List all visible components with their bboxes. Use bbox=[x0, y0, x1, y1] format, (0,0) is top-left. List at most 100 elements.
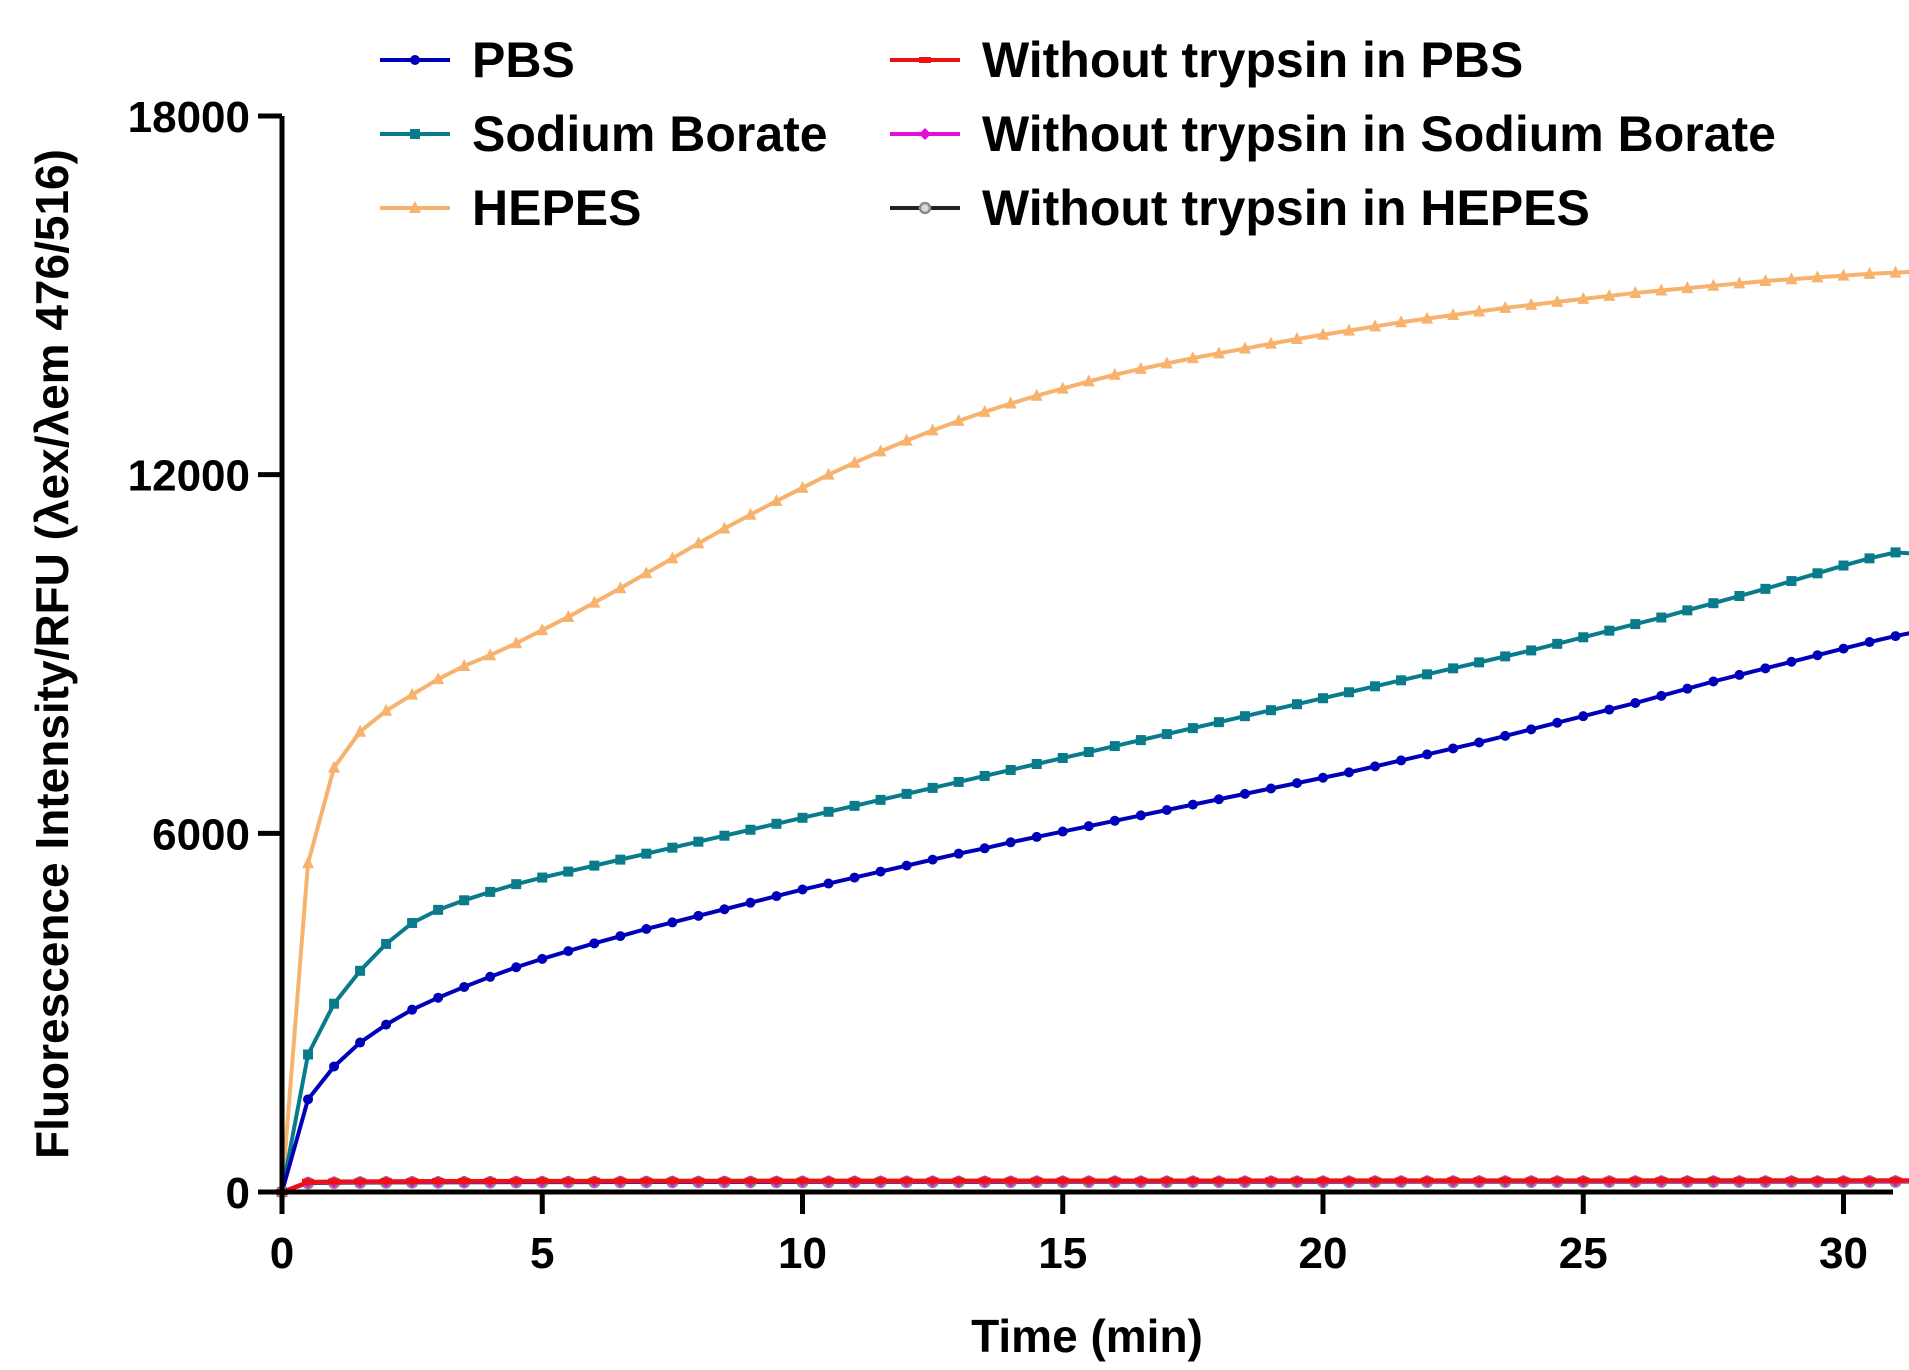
data-point-hepes bbox=[1369, 319, 1382, 332]
data-point-sodium-borate bbox=[1344, 687, 1355, 698]
data-point-sodium-borate bbox=[1057, 753, 1068, 764]
data-point-hepes bbox=[1160, 356, 1173, 369]
data-point-hepes bbox=[848, 455, 861, 468]
legend-item-without-trypsin-in-pbs: Without trypsin in PBS bbox=[890, 32, 1523, 88]
data-point-without-trypsin-in-pbs bbox=[848, 1177, 861, 1184]
data-point-pbs bbox=[485, 971, 496, 982]
data-point-sodium-borate bbox=[1291, 699, 1302, 710]
data-point-sodium-borate bbox=[1109, 741, 1120, 752]
data-point-hepes bbox=[640, 566, 653, 579]
data-point-without-trypsin-in-pbs bbox=[1707, 1177, 1720, 1184]
data-point-hepes bbox=[1525, 297, 1538, 310]
data-point-without-trypsin-in-pbs bbox=[1629, 1177, 1642, 1184]
data-point-without-trypsin-in-pbs bbox=[458, 1178, 471, 1185]
data-point-sodium-borate bbox=[875, 794, 886, 805]
series-line-pbs bbox=[280, 631, 1909, 1193]
data-point-sodium-borate bbox=[433, 904, 444, 915]
y-tick-label: 12000 bbox=[128, 452, 250, 501]
series-pbs bbox=[277, 631, 1909, 1197]
data-point-pbs bbox=[693, 910, 704, 921]
data-point-sodium-borate bbox=[459, 895, 470, 906]
data-point-without-trypsin-in-pbs bbox=[406, 1178, 419, 1185]
data-point-sodium-borate bbox=[329, 998, 340, 1009]
data-point-without-trypsin-in-pbs bbox=[1395, 1177, 1408, 1184]
data-point-sodium-borate bbox=[407, 918, 418, 928]
data-point-pbs bbox=[1422, 749, 1433, 760]
data-point-sodium-borate bbox=[693, 836, 704, 847]
data-point-pbs bbox=[1682, 683, 1693, 694]
data-point-sodium-borate bbox=[1890, 547, 1901, 558]
legend-label: HEPES bbox=[472, 180, 642, 236]
data-point-hepes bbox=[1733, 276, 1746, 289]
data-point-sodium-borate bbox=[1396, 675, 1407, 686]
data-point-hepes bbox=[1134, 361, 1147, 374]
data-point-sodium-borate bbox=[1135, 735, 1146, 746]
data-point-hepes bbox=[328, 760, 341, 773]
data-point-sodium-borate bbox=[1422, 669, 1433, 680]
data-point-hepes bbox=[1811, 270, 1824, 283]
data-point-hepes bbox=[1264, 336, 1277, 349]
data-point-pbs bbox=[1630, 698, 1641, 709]
data-point-without-trypsin-in-pbs bbox=[588, 1177, 601, 1184]
data-point-pbs bbox=[381, 1019, 392, 1030]
data-point-pbs bbox=[433, 992, 444, 1003]
data-point-pbs bbox=[355, 1037, 366, 1048]
data-point-sodium-borate bbox=[719, 830, 730, 841]
data-point-hepes bbox=[614, 581, 627, 594]
data-point-hepes bbox=[926, 423, 939, 436]
legend-label: PBS bbox=[472, 32, 575, 88]
data-point-sodium-borate bbox=[953, 776, 964, 787]
y-tick-label: 6000 bbox=[152, 810, 250, 859]
x-tick-label: 0 bbox=[270, 1229, 294, 1278]
data-point-without-trypsin-in-pbs bbox=[1160, 1177, 1173, 1184]
data-point-sodium-borate bbox=[667, 842, 678, 853]
data-point-sodium-borate bbox=[927, 782, 938, 793]
legend-item-without-trypsin-in-sodium-borate: Without trypsin in Sodium Borate bbox=[890, 106, 1776, 162]
data-point-pbs bbox=[511, 962, 522, 973]
data-point-hepes bbox=[1577, 291, 1590, 304]
y-tick-label: 18000 bbox=[128, 93, 250, 142]
data-point-without-trypsin-in-pbs bbox=[328, 1178, 341, 1185]
data-point-without-trypsin-in-pbs bbox=[432, 1178, 445, 1185]
data-point-sodium-borate bbox=[1239, 711, 1250, 722]
data-point-without-trypsin-in-pbs bbox=[510, 1177, 523, 1184]
data-point-pbs bbox=[1864, 637, 1875, 648]
data-point-without-trypsin-in-pbs bbox=[666, 1177, 679, 1184]
data-point-without-trypsin-in-pbs bbox=[1837, 1177, 1850, 1184]
data-point-pbs bbox=[1812, 650, 1823, 661]
data-point-sodium-borate bbox=[1838, 560, 1849, 571]
data-point-without-trypsin-in-pbs bbox=[1889, 1177, 1902, 1184]
data-point-pbs bbox=[1604, 704, 1615, 715]
data-point-pbs bbox=[1500, 730, 1511, 741]
data-point-sodium-borate bbox=[1656, 612, 1667, 623]
data-point-hepes bbox=[1629, 285, 1642, 298]
data-point-pbs bbox=[1109, 815, 1120, 826]
data-point-without-trypsin-in-pbs bbox=[614, 1177, 627, 1184]
data-point-sodium-borate bbox=[1760, 583, 1771, 594]
x-tick-label: 10 bbox=[778, 1229, 827, 1278]
data-point-without-trypsin-in-pbs bbox=[562, 1177, 575, 1184]
data-point-pbs bbox=[1734, 669, 1745, 680]
data-point-without-trypsin-in-pbs bbox=[354, 1178, 367, 1185]
data-point-pbs bbox=[771, 891, 782, 902]
legend-item-sodium-borate: Sodium Borate bbox=[380, 106, 828, 162]
data-point-without-trypsin-in-pbs bbox=[978, 1177, 991, 1184]
data-point-hepes bbox=[302, 856, 315, 869]
data-point-pbs bbox=[1344, 767, 1355, 778]
data-point-without-trypsin-in-pbs bbox=[718, 1177, 731, 1184]
data-point-hepes bbox=[1447, 308, 1460, 321]
legend-label: Without trypsin in HEPES bbox=[982, 180, 1590, 236]
data-point-hepes bbox=[536, 623, 549, 636]
data-point-without-trypsin-in-pbs bbox=[1343, 1177, 1356, 1184]
data-point-sodium-borate bbox=[1552, 638, 1563, 649]
data-point-pbs bbox=[303, 1094, 314, 1105]
data-point-pbs bbox=[1031, 831, 1042, 842]
ticks: 0 5 10 15 20 25 30 0 6000 12000 18000 bbox=[128, 93, 1868, 1278]
data-point-without-trypsin-in-pbs bbox=[1134, 1177, 1147, 1184]
data-point-without-trypsin-in-pbs bbox=[952, 1177, 965, 1184]
data-point-sodium-borate bbox=[1031, 758, 1042, 769]
data-point-hepes bbox=[1317, 327, 1329, 340]
data-point-pbs bbox=[979, 843, 990, 854]
data-point-sodium-borate bbox=[1161, 729, 1172, 740]
